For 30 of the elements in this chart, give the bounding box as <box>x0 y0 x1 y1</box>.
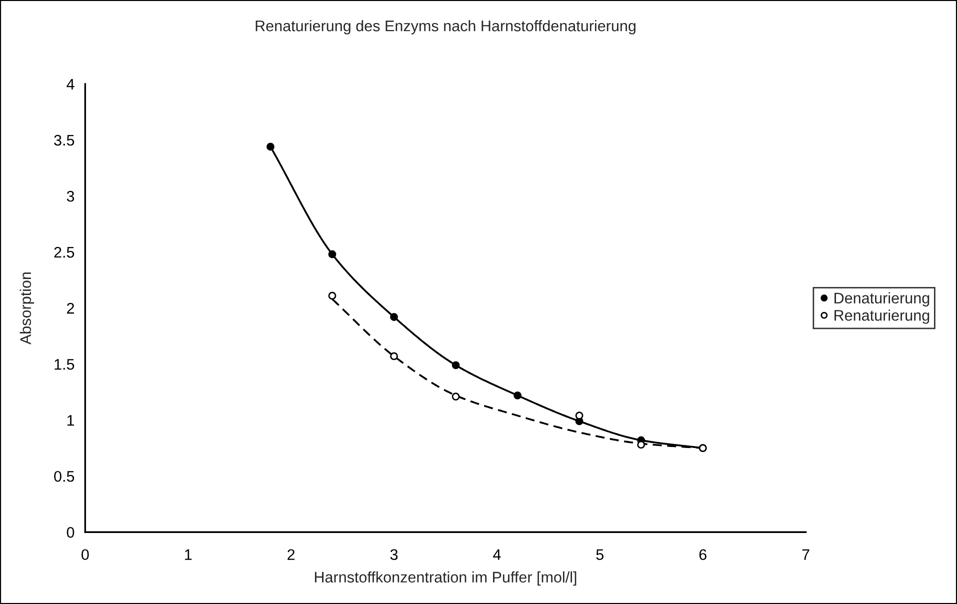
point <box>514 391 522 400</box>
point <box>328 292 336 300</box>
point <box>452 392 460 401</box>
y-tick-label: 3 <box>66 190 74 202</box>
point <box>390 352 398 360</box>
y-axis-title: Absorption <box>20 272 34 345</box>
x-tick-label: 1 <box>185 549 192 560</box>
point <box>452 361 460 370</box>
x-axis-title: Harnstoffkonzentration im Puffer [mol/l] <box>314 571 576 586</box>
legend-label: Denaturierung <box>834 292 930 307</box>
x-tick-label: 5 <box>596 549 604 560</box>
point <box>266 142 274 151</box>
y-tick-label: 0 <box>66 526 74 538</box>
point <box>328 250 336 258</box>
y-tick-label: 1 <box>67 415 74 426</box>
y-tick-label: 1.5 <box>54 359 74 370</box>
y-tick-label: 2 <box>67 302 74 314</box>
chart-title: Renaturierung des Enzyms nach Harnstoffdenaturierung <box>256 20 636 34</box>
y-tick-label: 3.5 <box>54 134 74 146</box>
x-tick-label: 2 <box>288 549 295 560</box>
y-tick-label: 0.5 <box>54 470 74 482</box>
y-tick-label: 2.5 <box>54 246 74 258</box>
x-tick-label: 7 <box>802 549 810 560</box>
point <box>390 313 398 321</box>
y-tick-label: 4 <box>66 78 74 90</box>
x-tick-label: 3 <box>390 549 398 560</box>
legend-label: Renaturierung <box>834 310 930 324</box>
x-tick-label: 4 <box>493 549 501 560</box>
x-tick-label: 6 <box>699 549 706 560</box>
x-tick-label: 0 <box>82 549 89 560</box>
